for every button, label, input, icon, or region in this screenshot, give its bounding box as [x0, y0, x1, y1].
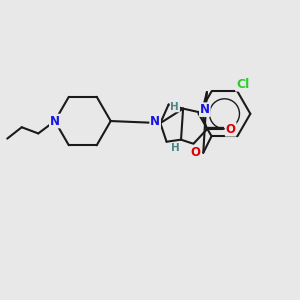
Text: H: H: [172, 143, 180, 153]
Text: O: O: [190, 146, 200, 159]
Text: N: N: [200, 103, 210, 116]
Text: N: N: [50, 115, 60, 128]
Text: Cl: Cl: [236, 78, 249, 91]
Text: H: H: [170, 102, 179, 112]
Text: O: O: [226, 123, 236, 136]
Text: N: N: [150, 115, 160, 128]
